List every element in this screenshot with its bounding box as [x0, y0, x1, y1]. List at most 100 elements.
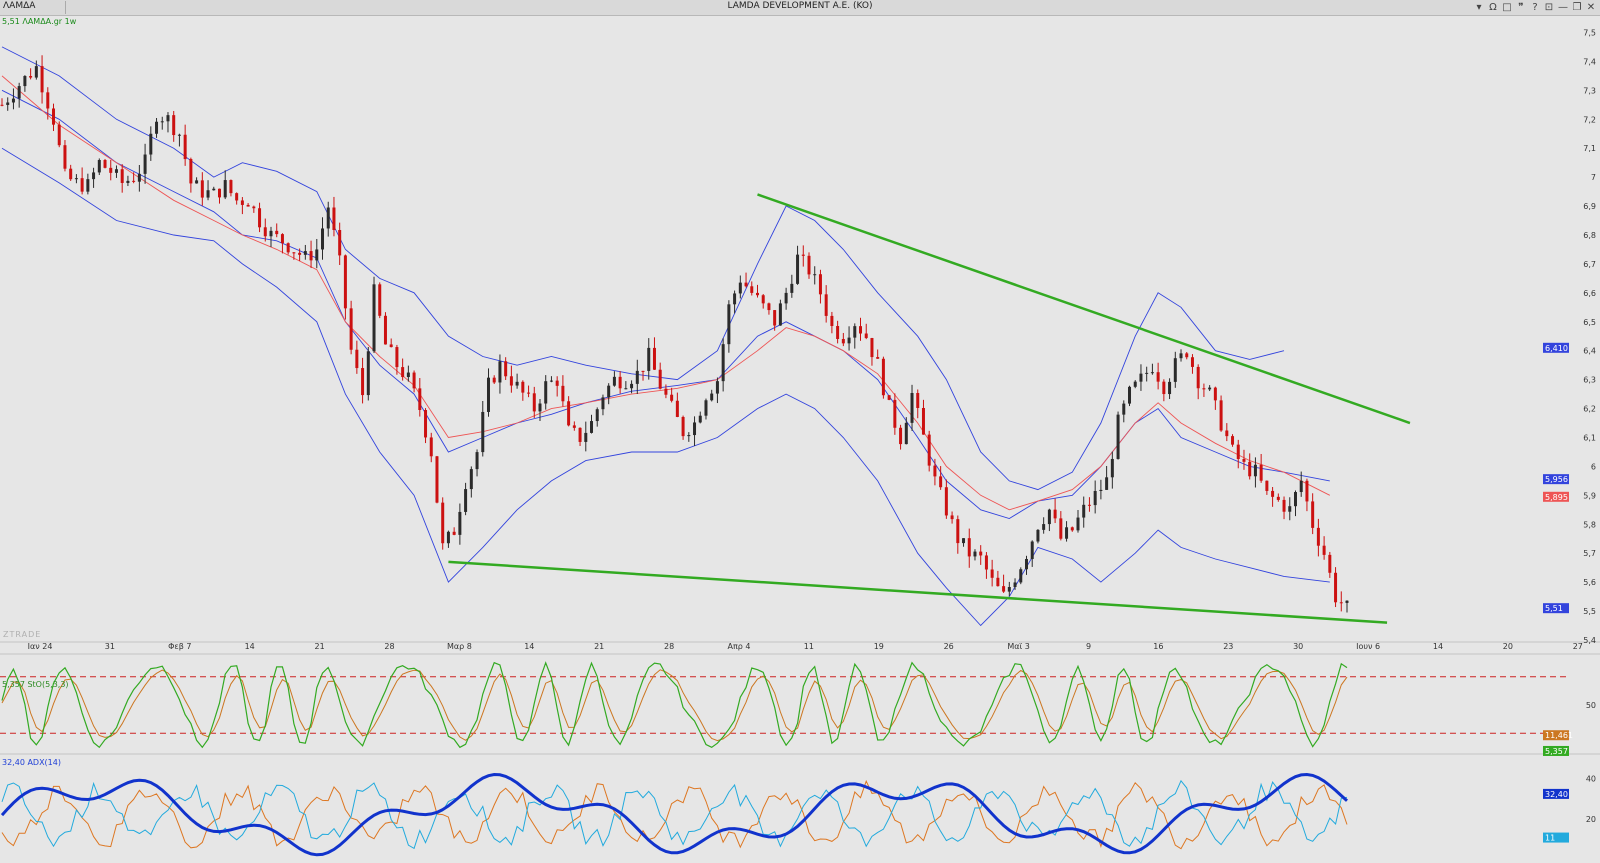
window-title: LAMDA DEVELOPMENT A.E. (KO): [727, 1, 873, 11]
candle-body: [298, 252, 302, 255]
square-icon[interactable]: □: [1502, 2, 1512, 13]
candle-body: [86, 179, 90, 192]
candle-body: [1093, 490, 1097, 506]
candle-body: [332, 207, 336, 230]
stochastic-d-line: [1, 669, 1348, 742]
candle-body: [1042, 524, 1046, 530]
minimize-icon[interactable]: —: [1558, 2, 1568, 13]
candle-body: [80, 178, 84, 192]
candle-body: [584, 432, 588, 442]
main-series-label: 5,51 ΛΑΜΔΑ.gr 1w: [2, 17, 77, 26]
candle-body: [1196, 366, 1200, 389]
candle-body: [773, 310, 777, 326]
candle-body: [527, 392, 531, 394]
titlebar-divider: [65, 1, 66, 14]
candle-body: [973, 551, 977, 557]
candle-body: [446, 531, 450, 544]
candle-body: [687, 435, 691, 437]
candle-body: [321, 228, 325, 250]
close-icon[interactable]: ✕: [1586, 2, 1596, 13]
candle-body: [1145, 372, 1149, 374]
bollinger-lower-line: [1, 147, 1330, 627]
candle-body: [1345, 600, 1349, 603]
candle-body: [1019, 569, 1023, 583]
candle-body: [859, 326, 863, 334]
candle-body: [1259, 464, 1263, 481]
candle-body: [984, 555, 988, 570]
price-badge-label: 5,51: [1545, 604, 1563, 613]
x-tick-label: Μαϊ 3: [1007, 642, 1030, 651]
candle-body: [818, 274, 822, 295]
price-badge: [1543, 342, 1569, 353]
omega-icon[interactable]: Ω: [1489, 2, 1497, 13]
y-tick-label: 7,2: [1583, 115, 1596, 124]
candle-body: [1168, 381, 1172, 395]
candle-body: [1030, 541, 1034, 559]
candle-body: [532, 393, 536, 412]
y-tick-label: 6,1: [1583, 433, 1596, 442]
x-tick-label: 26: [944, 642, 954, 651]
candle-body: [996, 577, 1000, 587]
candle-body: [498, 361, 502, 383]
candle-body: [538, 403, 542, 412]
candle-body: [452, 531, 456, 535]
y-tick-label: 6,3: [1583, 376, 1596, 385]
x-tick-label: 27: [1573, 642, 1583, 651]
y-tick-label: 5,5: [1583, 607, 1596, 616]
candle-body: [475, 452, 479, 470]
candle-body: [607, 385, 611, 398]
candle-body: [401, 367, 405, 378]
candle-body: [406, 372, 410, 378]
lock-icon[interactable]: ⊡: [1544, 2, 1554, 13]
candle-body: [52, 108, 56, 125]
x-tick-label: 16: [1153, 642, 1163, 651]
candle-body: [435, 456, 439, 503]
candle-body: [990, 569, 994, 578]
candle-body: [652, 347, 656, 370]
candle-body: [790, 283, 794, 293]
candle-body: [97, 159, 101, 173]
x-tick-label: 14: [245, 642, 255, 651]
stochastic-k-line: [1, 661, 1348, 749]
y-tick-label: 6,8: [1583, 231, 1596, 240]
candles-group: [0, 55, 1349, 613]
adx-badge: [1543, 788, 1569, 799]
candle-body: [910, 392, 914, 423]
candle-body: [1070, 527, 1074, 531]
candle-body: [881, 358, 885, 396]
candle-body: [69, 168, 73, 180]
help-icon[interactable]: ?: [1532, 2, 1538, 13]
adx-badge: [1543, 832, 1569, 843]
candle-body: [1076, 517, 1080, 531]
candle-body: [807, 255, 811, 275]
candle-body: [46, 92, 50, 109]
quote-icon[interactable]: ❞: [1518, 2, 1524, 13]
restore-icon[interactable]: ❐: [1572, 2, 1582, 13]
candle-body: [160, 121, 164, 123]
candle-body: [63, 145, 67, 169]
y-tick-label: 7: [1591, 173, 1596, 182]
candle-body: [927, 434, 931, 466]
candle-body: [962, 538, 966, 544]
window-titlebar: ΛΑΜΔΑ LAMDA DEVELOPMENT A.E. (KO) ▾ Ω □ …: [0, 0, 1600, 16]
stochastic-tick-label: 50: [1586, 701, 1596, 710]
candle-body: [899, 427, 903, 445]
price-badge: [1543, 474, 1569, 485]
candle-body: [1173, 358, 1177, 382]
candle-body: [1213, 387, 1217, 401]
candle-body: [240, 200, 244, 205]
dropdown-icon[interactable]: ▾: [1476, 2, 1482, 13]
candle-body: [893, 399, 897, 428]
candle-body: [275, 230, 279, 235]
candle-body: [590, 421, 594, 433]
candle-body: [1248, 461, 1252, 477]
candle-body: [212, 188, 216, 191]
candle-body: [120, 169, 124, 183]
candle-body: [1311, 501, 1315, 528]
watermark: ZTRADE: [3, 630, 42, 639]
symbol-label[interactable]: ΛΑΜΔΑ: [3, 1, 36, 11]
candle-body: [126, 180, 130, 183]
candle-body: [412, 372, 416, 389]
bollinger-mid-line: [1, 89, 1330, 519]
